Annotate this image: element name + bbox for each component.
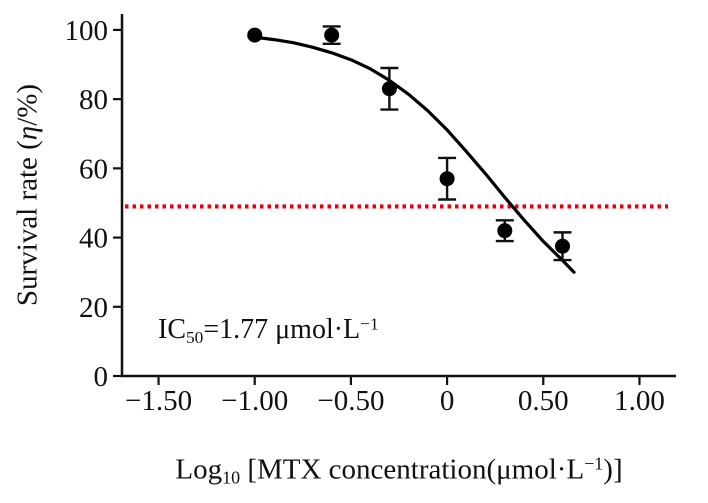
y-axis-title-text-2: /%) (11, 83, 44, 126)
x-axis-title-text-1: Log (175, 453, 223, 486)
eta-symbol: η (11, 125, 44, 141)
y-axis-title: Survival rate (η/%) (12, 84, 45, 306)
x-tick-label: 0 (440, 385, 455, 417)
data-point (247, 27, 263, 43)
y-tick-label: 80 (79, 84, 108, 116)
ic50-exponent-superscript: −1 (360, 314, 379, 334)
y-tick-label: 40 (79, 223, 108, 255)
y-axis-title-text-1: Survival rate ( (11, 140, 44, 307)
x-axis-title-text-2: [MTX concentration(μmol·L (240, 453, 585, 486)
x-tick-label: −1.50 (125, 385, 192, 417)
ic50-annotation-text-1: IC (158, 314, 186, 345)
fit-curve (247, 34, 576, 274)
y-tick-label: 60 (79, 153, 108, 185)
ic50-annotation: IC50=1.77 μmol·L−1 (158, 314, 379, 348)
data-point (555, 238, 571, 254)
data-point (497, 223, 513, 239)
y-tick-label: 100 (65, 15, 109, 47)
ic50-subscript: 50 (186, 327, 204, 347)
x-tick-label: 1.00 (614, 385, 665, 417)
x-tick-label: 0.50 (518, 385, 569, 417)
data-point (381, 81, 397, 97)
x-axis-title: Log10 [MTX concentration(μmol·L−1)] (175, 453, 622, 488)
y-tick-label: 20 (79, 292, 108, 324)
x-tick-label: −0.50 (317, 385, 384, 417)
x-axis-title-text-3: )] (603, 453, 623, 486)
ic50-annotation-text-2: =1.77 μmol·L (203, 314, 361, 345)
data-point (324, 27, 340, 43)
exponent-superscript: −1 (584, 453, 604, 474)
data-point (439, 171, 455, 187)
y-tick-label: 0 (94, 361, 109, 393)
x-tick-label: −1.00 (221, 385, 288, 417)
log-base-subscript: 10 (222, 467, 241, 488)
